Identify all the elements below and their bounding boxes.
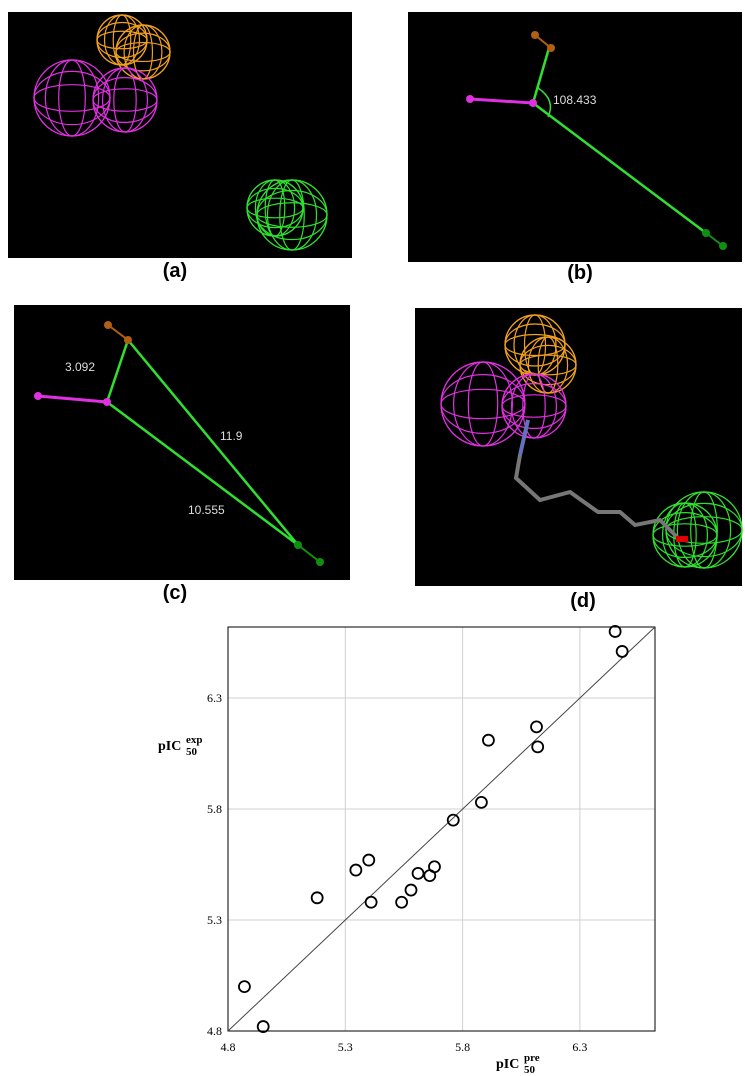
panel-label: (d) [570,590,596,612]
axis-label-sup: exp [186,734,203,746]
x-tick-label: 5.3 [338,1040,353,1054]
axis-label-sub: 50 [186,746,198,758]
y-tick-label: 5.8 [207,802,222,816]
distance-label: 10.555 [188,503,225,517]
panel-label: (a) [163,260,187,282]
x-tick-label: 6.3 [572,1040,587,1054]
panel-b [408,12,742,262]
atom [531,31,539,39]
atom [466,95,474,103]
panel-label: (b) [567,262,593,284]
axis-label-sup: pre [524,1052,540,1064]
distance-label: 11.9 [220,429,243,443]
y-tick-label: 5.3 [207,913,222,927]
angle-label: 108.433 [553,93,597,107]
axis-label: pIC [496,1057,519,1072]
distance-label: 3.092 [65,360,95,374]
atom [702,229,710,237]
atom [316,558,324,566]
atom [104,321,112,329]
panel-c [14,305,350,580]
atom [719,242,727,250]
atom [676,536,688,542]
atom [529,99,537,107]
y-tick-label: 4.8 [207,1024,222,1038]
x-tick-label: 5.8 [455,1040,470,1054]
atom [294,541,302,549]
y-tick-label: 6.3 [207,691,222,705]
panel-d [415,308,742,586]
atom [547,44,555,52]
atom [34,392,42,400]
atom [124,336,132,344]
x-tick-label: 4.8 [221,1040,236,1054]
panel-label: (c) [163,582,187,604]
axis-label-sub: 50 [524,1064,536,1076]
figure: (a) (b) (c) (d) 108.433 3.092 11.9 10.55… [0,0,745,1076]
atom [103,398,111,406]
axis-label: pIC [158,739,181,754]
